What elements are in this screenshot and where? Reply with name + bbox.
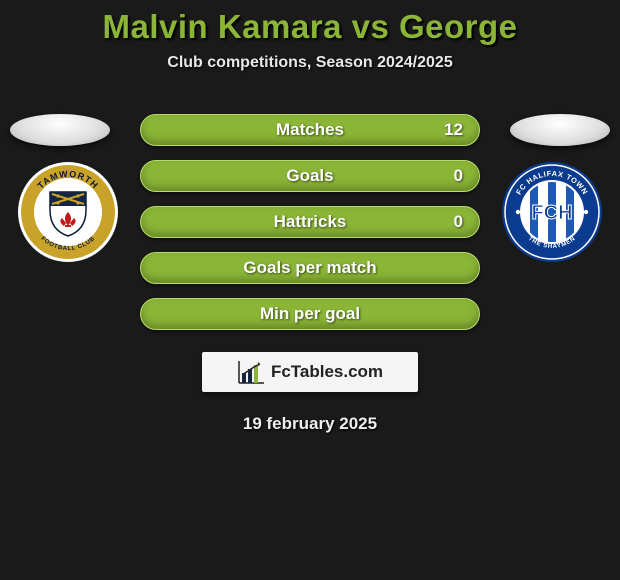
stat-value-right: 0 <box>454 207 463 237</box>
halifax-crest-icon: FC HALIFAX TOWN THE SHAYMEN FCH <box>502 162 602 262</box>
tamworth-crest-icon: TAMWORTH FOOTBALL CLUB <box>18 162 118 262</box>
stat-value-right: 12 <box>444 115 463 145</box>
player-oval-left <box>10 114 110 146</box>
club-crest-right: FC HALIFAX TOWN THE SHAYMEN FCH <box>502 162 602 262</box>
page-title: Malvin Kamara vs George <box>0 8 620 46</box>
stat-label: Min per goal <box>141 299 479 329</box>
branding-text: FcTables.com <box>271 362 383 382</box>
stat-bar: Goals 0 <box>140 160 480 192</box>
stat-label: Goals <box>141 161 479 191</box>
comparison-layout: TAMWORTH FOOTBALL CLUB <box>0 114 620 330</box>
stat-bars: Matches 12 Goals 0 Hattricks 0 Goals per… <box>140 114 480 330</box>
svg-text:FCH: FCH <box>531 202 572 224</box>
stat-bar: Matches 12 <box>140 114 480 146</box>
stat-bar: Min per goal <box>140 298 480 330</box>
stat-label: Goals per match <box>141 253 479 283</box>
branding-badge[interactable]: FcTables.com <box>202 352 418 392</box>
stat-value-right: 0 <box>454 161 463 191</box>
snapshot-date: 19 february 2025 <box>0 414 620 434</box>
stat-label: Matches <box>141 115 479 145</box>
club-crest-left: TAMWORTH FOOTBALL CLUB <box>18 162 118 262</box>
stat-label: Hattricks <box>141 207 479 237</box>
stat-bar: Hattricks 0 <box>140 206 480 238</box>
bar-chart-icon <box>237 359 265 385</box>
page-subtitle: Club competitions, Season 2024/2025 <box>0 54 620 72</box>
player-oval-right <box>510 114 610 146</box>
stat-bar: Goals per match <box>140 252 480 284</box>
